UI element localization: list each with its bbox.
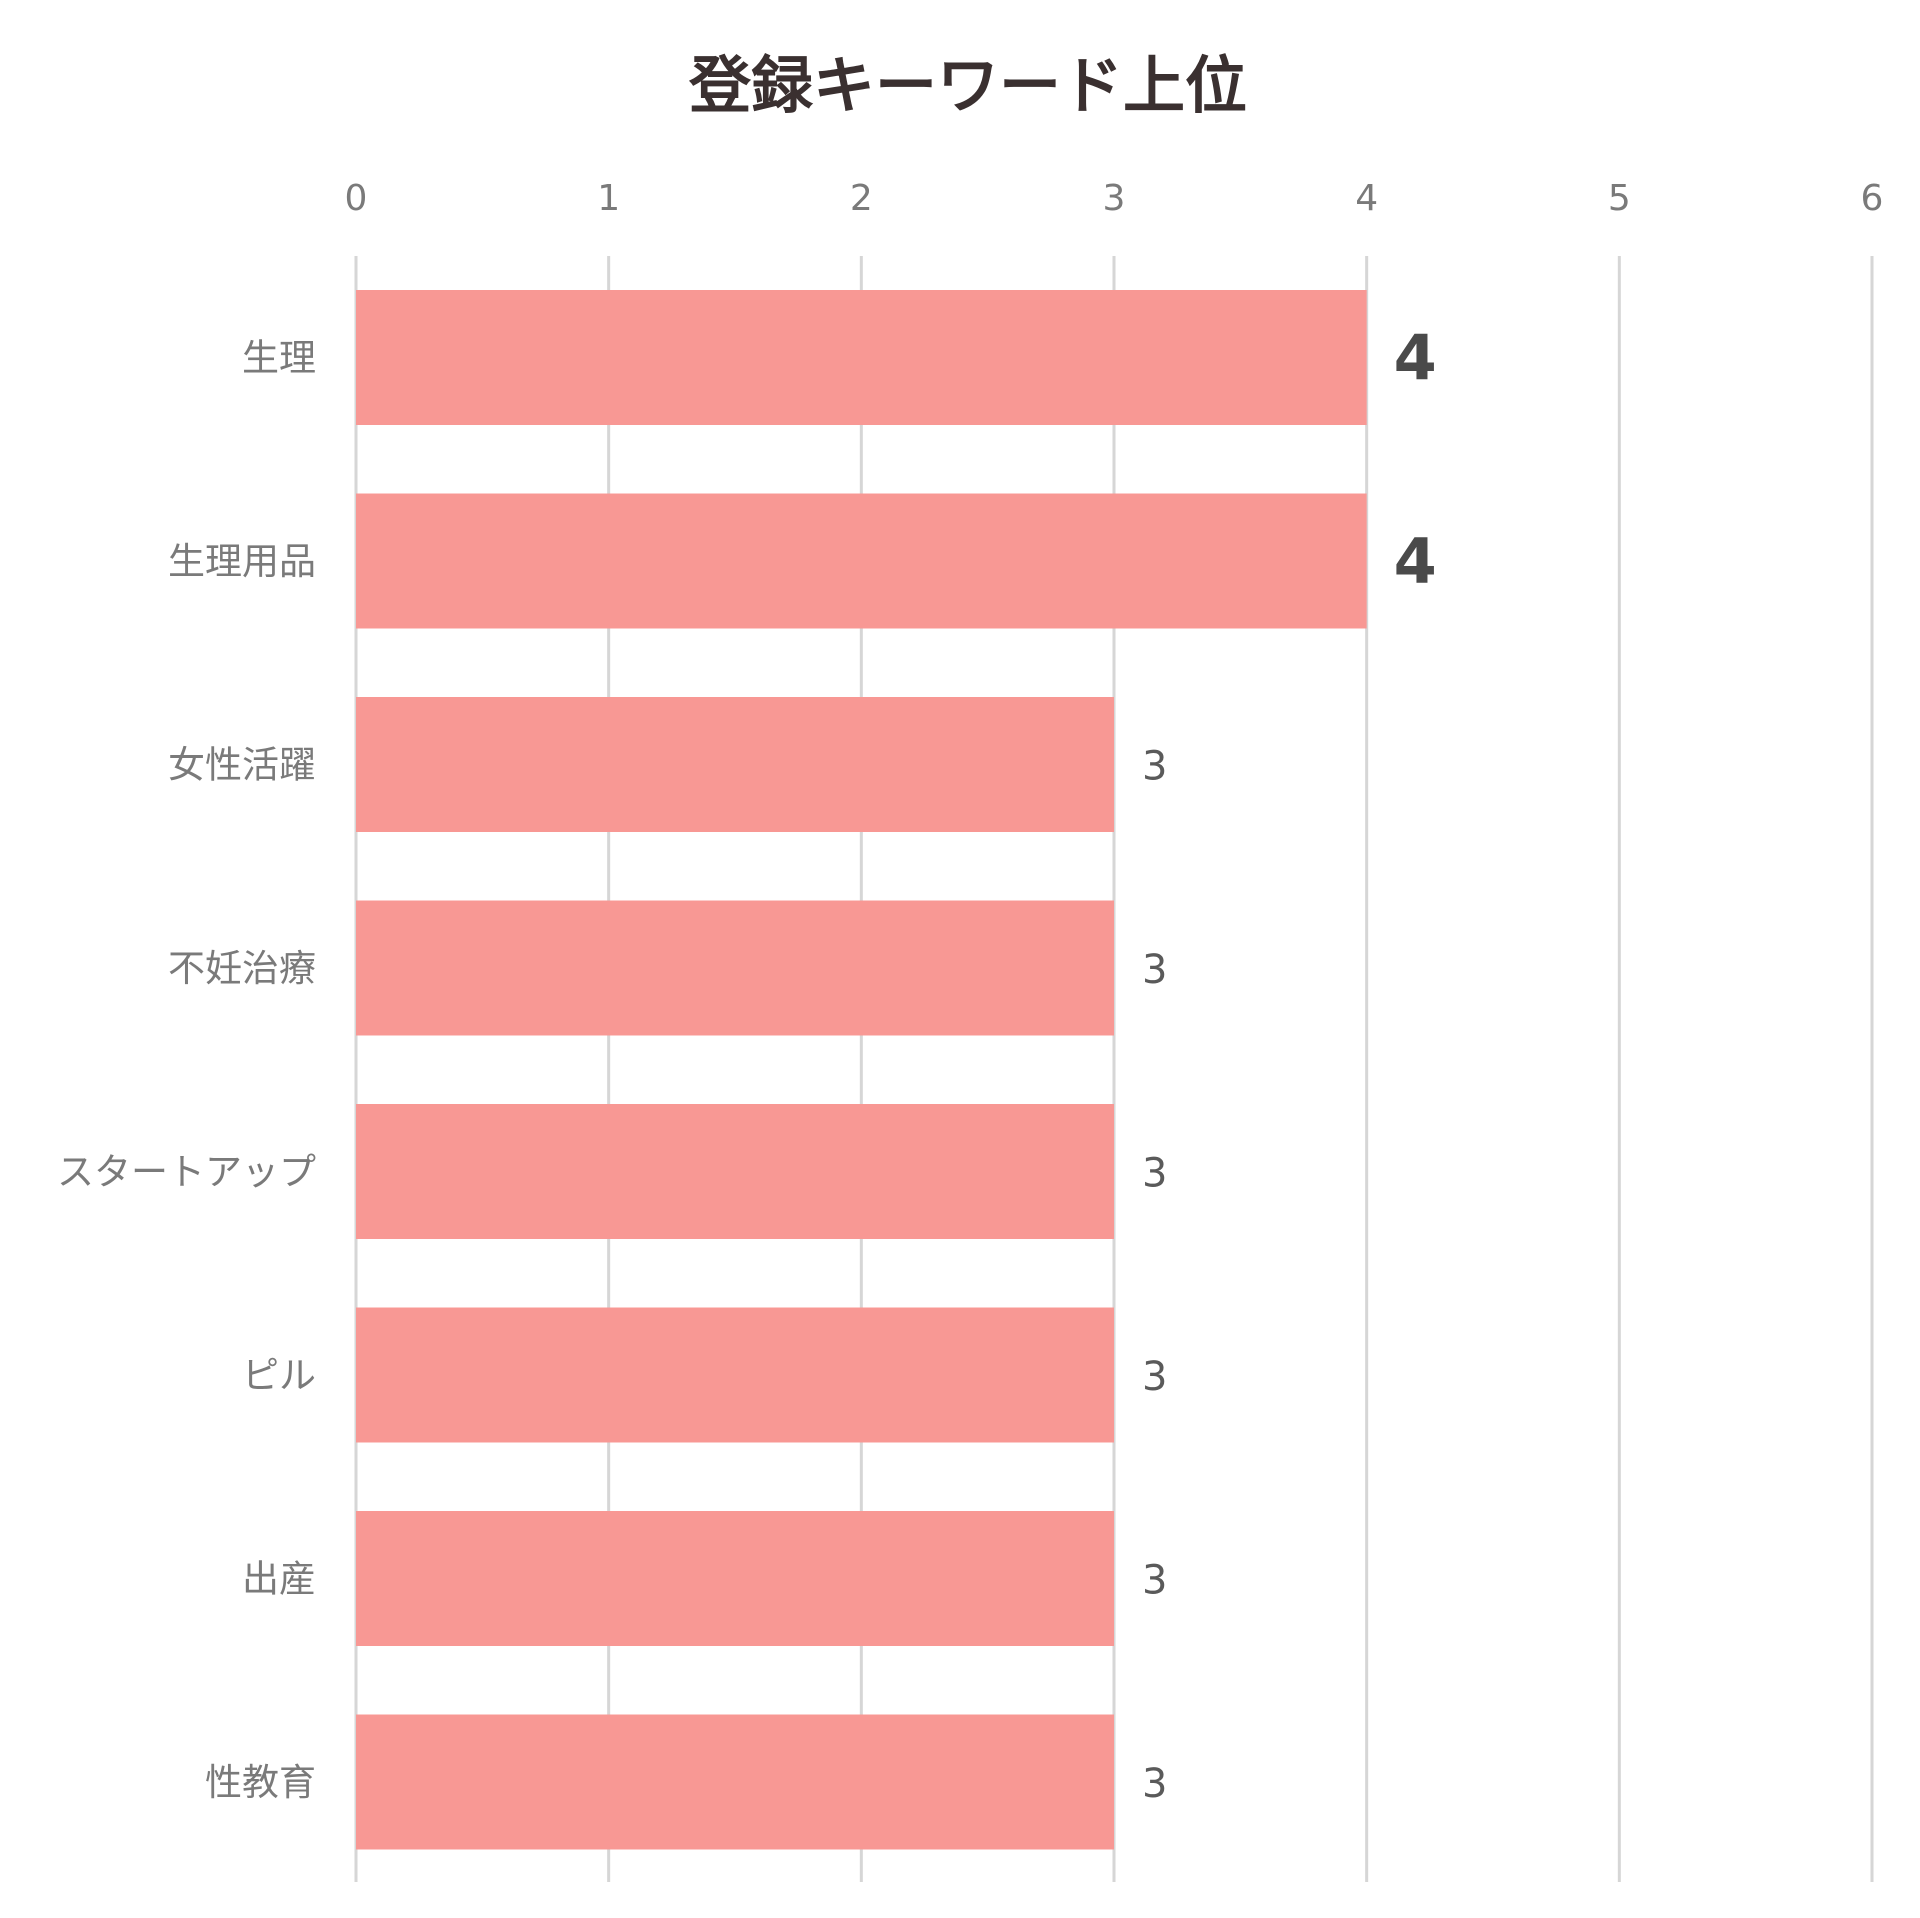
x-axis-ticks: 0 1 2 3 4 5 6 bbox=[345, 178, 1884, 219]
category-label-4: スタートアップ bbox=[57, 1151, 316, 1194]
chart-title: 登録キーワード上位 bbox=[688, 49, 1247, 122]
category-label-5: ピル bbox=[242, 1354, 316, 1397]
category-label-1: 生理用品 bbox=[168, 540, 316, 583]
value-label-0: 4 bbox=[1394, 322, 1437, 395]
value-label-1: 4 bbox=[1394, 525, 1437, 598]
bar-3 bbox=[356, 900, 1114, 1036]
x-tick-label-4: 4 bbox=[1355, 178, 1378, 219]
x-tick-label-3: 3 bbox=[1103, 178, 1126, 219]
category-label-0: 生理 bbox=[242, 337, 316, 380]
x-tick-label-1: 1 bbox=[597, 178, 620, 219]
value-label-2: 3 bbox=[1142, 744, 1167, 790]
bar-7 bbox=[356, 1714, 1114, 1850]
category-label-3: 不妊治療 bbox=[168, 947, 316, 990]
bar-2 bbox=[356, 697, 1114, 832]
value-label-7: 3 bbox=[1142, 1761, 1167, 1807]
bars bbox=[356, 290, 1367, 1850]
x-tick-label-5: 5 bbox=[1608, 178, 1631, 219]
bar-0 bbox=[356, 290, 1367, 425]
bar-6 bbox=[356, 1511, 1114, 1646]
category-label-2: 女性活躍 bbox=[168, 744, 316, 787]
value-label-6: 3 bbox=[1142, 1558, 1167, 1604]
bar-4 bbox=[356, 1104, 1114, 1239]
category-label-6: 出産 bbox=[242, 1558, 316, 1601]
value-labels: 4 4 3 3 3 3 3 3 bbox=[1142, 322, 1437, 1808]
x-tick-label-0: 0 bbox=[345, 178, 368, 219]
x-tick-label-6: 6 bbox=[1861, 178, 1884, 219]
x-tick-label-2: 2 bbox=[850, 178, 873, 219]
value-label-4: 3 bbox=[1142, 1151, 1167, 1197]
value-label-3: 3 bbox=[1142, 947, 1167, 993]
category-label-7: 性教育 bbox=[205, 1761, 316, 1804]
value-label-5: 3 bbox=[1142, 1354, 1167, 1400]
bar-1 bbox=[356, 493, 1367, 629]
bar-5 bbox=[356, 1307, 1114, 1443]
